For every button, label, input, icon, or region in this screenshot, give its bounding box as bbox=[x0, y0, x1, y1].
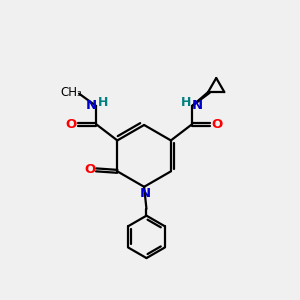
Text: H: H bbox=[98, 96, 108, 109]
Text: N: N bbox=[192, 100, 203, 112]
Text: CH₃: CH₃ bbox=[60, 85, 82, 99]
Text: O: O bbox=[66, 118, 77, 131]
Text: O: O bbox=[84, 164, 95, 176]
Text: N: N bbox=[85, 100, 96, 112]
Text: O: O bbox=[211, 118, 222, 131]
Text: H: H bbox=[180, 96, 191, 109]
Text: N: N bbox=[140, 187, 151, 200]
